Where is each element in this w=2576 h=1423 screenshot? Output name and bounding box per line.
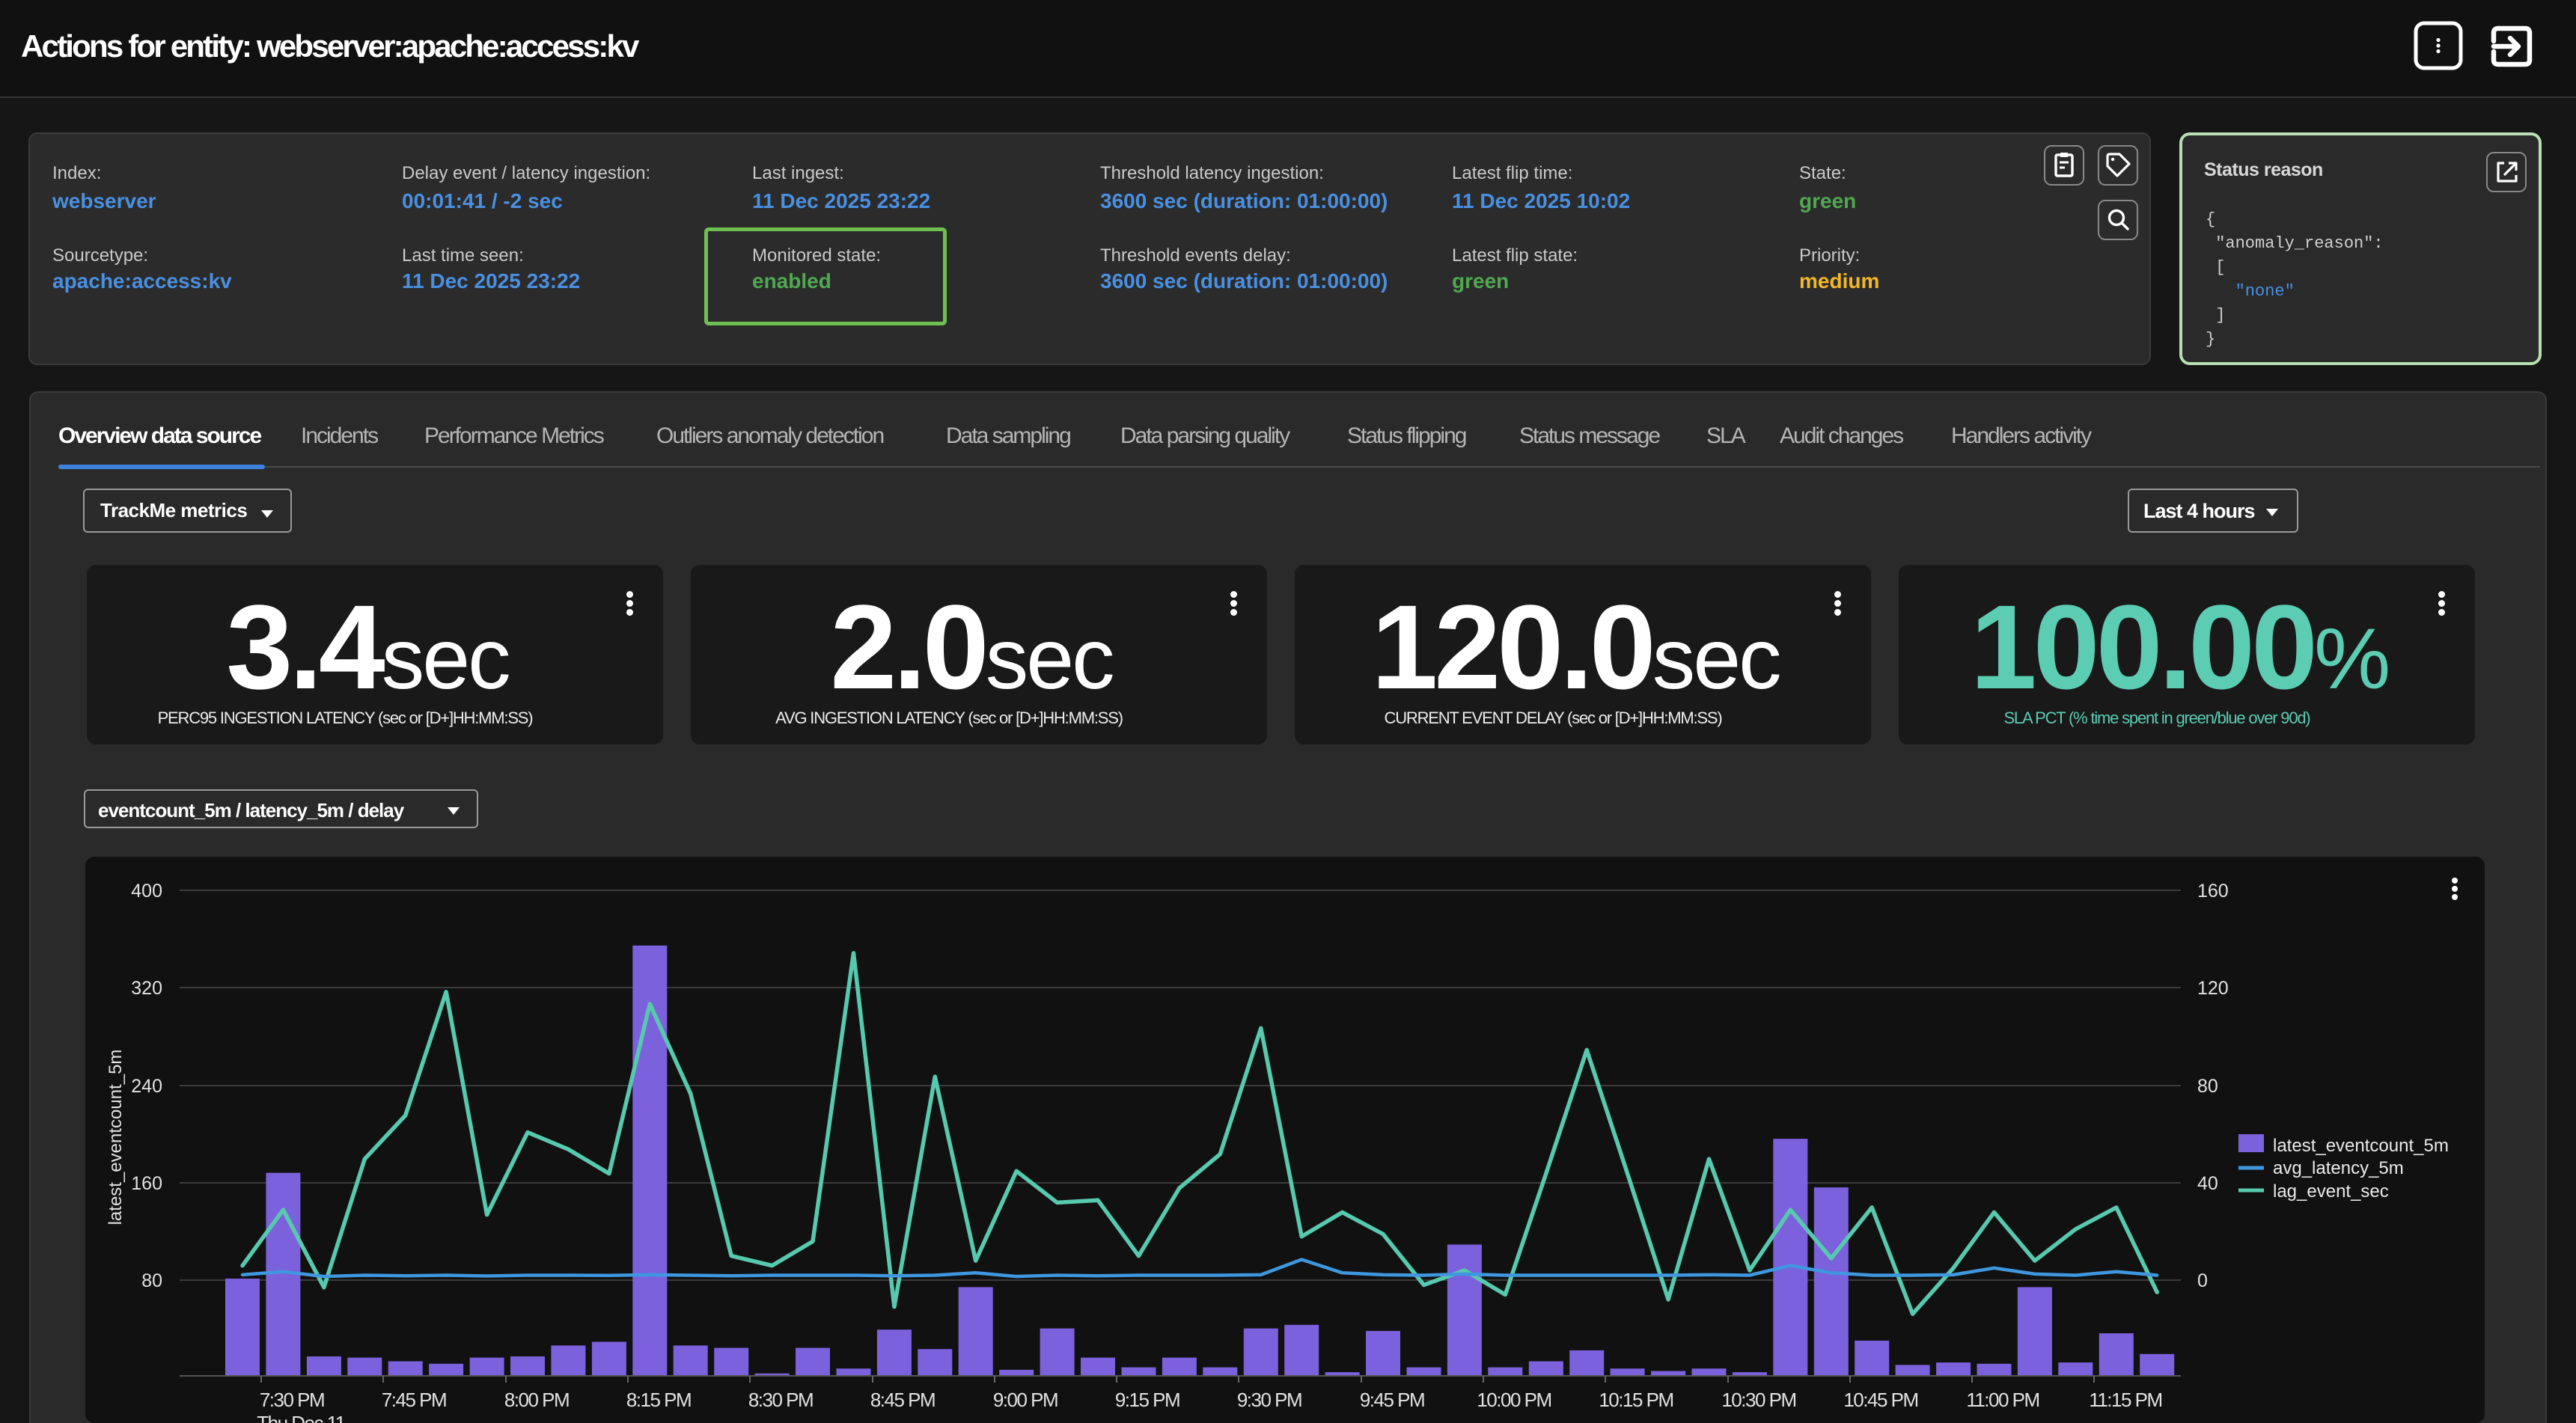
svg-text:0: 0 (2197, 1270, 2208, 1291)
svg-text:lag_event_sec: lag_event_sec (2273, 1181, 2389, 1202)
svg-text:7:45 PM: 7:45 PM (382, 1389, 446, 1411)
svg-text:9:00 PM: 9:00 PM (993, 1389, 1057, 1411)
svg-text:240: 240 (131, 1076, 162, 1097)
svg-text:10:00 PM: 10:00 PM (1477, 1389, 1551, 1411)
svg-text:avg_latency_5m: avg_latency_5m (2273, 1158, 2404, 1178)
svg-text:11:00 PM: 11:00 PM (1966, 1389, 2039, 1411)
svg-text:8:45 PM: 8:45 PM (870, 1389, 935, 1411)
svg-text:80: 80 (141, 1270, 162, 1291)
svg-text:7:30 PM: 7:30 PM (260, 1389, 324, 1411)
svg-text:9:30 PM: 9:30 PM (1237, 1389, 1301, 1411)
svg-text:8:00 PM: 8:00 PM (504, 1389, 569, 1411)
svg-text:400: 400 (131, 881, 162, 902)
svg-text:10:30 PM: 10:30 PM (1721, 1389, 1795, 1411)
svg-text:160: 160 (131, 1173, 162, 1194)
svg-text:160: 160 (2197, 881, 2229, 902)
svg-text:10:45 PM: 10:45 PM (1843, 1389, 1917, 1411)
svg-text:11:15 PM: 11:15 PM (2089, 1389, 2161, 1411)
svg-text:8:30 PM: 8:30 PM (748, 1389, 813, 1411)
svg-text:Thu Dec 11: Thu Dec 11 (257, 1412, 346, 1423)
svg-text:9:15 PM: 9:15 PM (1115, 1389, 1179, 1411)
svg-text:80: 80 (2197, 1076, 2218, 1097)
svg-text:120: 120 (2197, 978, 2229, 999)
svg-text:40: 40 (2197, 1173, 2218, 1194)
svg-text:320: 320 (131, 978, 162, 999)
svg-text:8:15 PM: 8:15 PM (626, 1389, 691, 1411)
svg-text:9:45 PM: 9:45 PM (1360, 1389, 1424, 1411)
svg-text:latest_eventcount_5m: latest_eventcount_5m (106, 1050, 126, 1225)
svg-text:latest_eventcount_5m: latest_eventcount_5m (2273, 1136, 2449, 1156)
svg-text:10:15 PM: 10:15 PM (1599, 1389, 1673, 1411)
